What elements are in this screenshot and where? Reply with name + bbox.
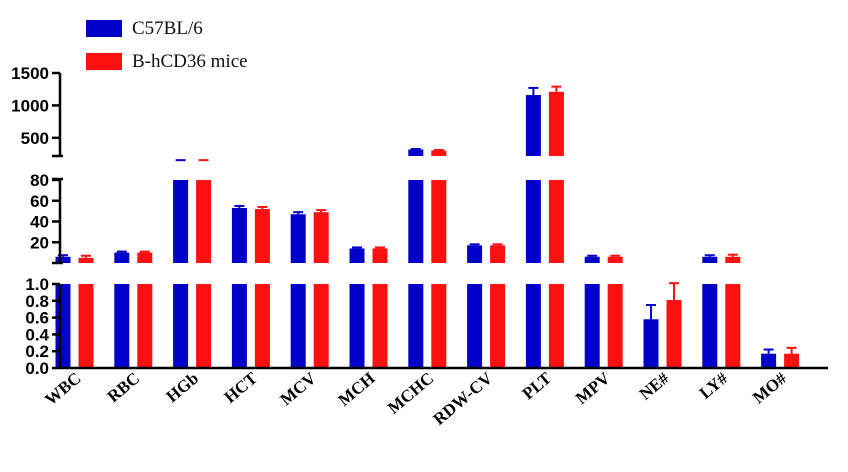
bar-c57 xyxy=(408,149,424,156)
x-tick-label: HCT xyxy=(221,368,262,407)
bar-c57 xyxy=(349,248,365,263)
bar-hcd36-segment xyxy=(78,284,94,368)
bar-c57-segment xyxy=(231,284,247,368)
y-tick-label: 60 xyxy=(30,192,49,211)
bar-c57-segment xyxy=(114,284,130,368)
bar-hcd36-segment xyxy=(196,284,212,368)
x-tick-label: PLT xyxy=(519,368,556,403)
y-tick-label: 1500 xyxy=(11,64,49,83)
bar-c57 xyxy=(55,256,71,263)
bars-layer xyxy=(55,85,800,368)
bar-hcd36 xyxy=(548,91,564,156)
bar-c57-segment xyxy=(173,180,189,263)
bar-hcd36-segment xyxy=(431,180,447,263)
x-tick-label: MCV xyxy=(276,368,320,409)
bar-hcd36-segment xyxy=(137,284,153,368)
x-tick-label: LY# xyxy=(696,368,732,403)
legend-label-hcd36: B-hCD36 mice xyxy=(132,50,248,72)
bar-hcd36-segment xyxy=(313,284,329,368)
bar-c57-segment xyxy=(349,284,365,368)
bar-hcd36 xyxy=(725,256,741,263)
legend-label-c57: C57BL/6 xyxy=(132,17,203,39)
bar-c57-segment xyxy=(173,284,189,368)
bar-c57 xyxy=(525,95,541,156)
x-tick-label: MCH xyxy=(335,369,379,410)
bar-hcd36 xyxy=(372,248,388,263)
y-tick-label: 0.0 xyxy=(25,359,49,378)
y-tick-label: 0.2 xyxy=(25,342,49,361)
bar-hcd36 xyxy=(137,252,153,263)
bar-hcd36 xyxy=(78,257,94,263)
bar-c57 xyxy=(231,208,247,263)
y-tick-label: 80 xyxy=(30,171,49,190)
bar-hcd36 xyxy=(607,256,623,263)
bar-c57 xyxy=(761,353,777,368)
y-tick-label: 0.4 xyxy=(25,325,49,344)
legend-item-c57: C57BL/6 xyxy=(86,12,248,45)
legend-swatch-hcd36 xyxy=(86,53,122,70)
x-tick-label: RDW-CV xyxy=(429,368,496,429)
x-tick-label: NE# xyxy=(636,368,673,404)
legend-item-hcd36: B-hCD36 mice xyxy=(86,45,248,78)
bar-hcd36 xyxy=(666,299,682,368)
bar-c57-segment xyxy=(408,180,424,263)
bar-hcd36 xyxy=(313,212,329,263)
bar-hcd36-segment xyxy=(490,284,506,368)
bar-c57 xyxy=(702,256,718,263)
bar-hcd36 xyxy=(490,245,506,263)
y-tick-label: 1.0 xyxy=(25,275,49,294)
bar-c57 xyxy=(114,252,130,263)
y-tick-label: 1000 xyxy=(11,96,49,115)
bar-c57-segment xyxy=(408,284,424,368)
x-tick-label: MPV xyxy=(572,368,614,408)
bar-c57-segment xyxy=(525,180,541,263)
bar-c57-segment xyxy=(525,284,541,368)
bar-c57 xyxy=(467,245,483,263)
bar-c57-segment xyxy=(584,284,600,368)
bar-hcd36-segment xyxy=(254,284,270,368)
bar-hcd36-segment xyxy=(548,180,564,263)
x-tick-label: HGb xyxy=(162,369,202,407)
y-tick-label: 40 xyxy=(30,213,49,232)
bar-hcd36-segment xyxy=(196,180,212,263)
y-tick-label: 0.6 xyxy=(25,309,49,328)
x-tick-label: RBC xyxy=(104,369,144,407)
bar-hcd36-segment xyxy=(431,284,447,368)
bar-c57-segment xyxy=(55,284,71,368)
y-tick-label: 500 xyxy=(21,129,49,148)
bar-c57 xyxy=(643,319,659,368)
bar-c57-segment xyxy=(290,284,306,368)
x-tick-label: MO# xyxy=(749,368,791,407)
x-tick-label: MCHC xyxy=(384,369,437,418)
bar-c57-segment xyxy=(467,284,483,368)
bar-c57 xyxy=(584,256,600,263)
bar-c57 xyxy=(290,214,306,263)
legend-swatch-c57 xyxy=(86,20,122,37)
y-tick-label: 20 xyxy=(30,233,49,252)
bar-hcd36-segment xyxy=(548,284,564,368)
bar-hcd36 xyxy=(254,209,270,263)
bar-hcd36 xyxy=(431,150,447,156)
y-tick-label: 0.8 xyxy=(25,292,49,311)
bar-hcd36-segment xyxy=(725,284,741,368)
bar-c57-segment xyxy=(702,284,718,368)
bar-hcd36 xyxy=(784,353,800,368)
bar-hcd36-segment xyxy=(607,284,623,368)
bar-hcd36-segment xyxy=(372,284,388,368)
legend: C57BL/6 B-hCD36 mice xyxy=(86,12,248,78)
